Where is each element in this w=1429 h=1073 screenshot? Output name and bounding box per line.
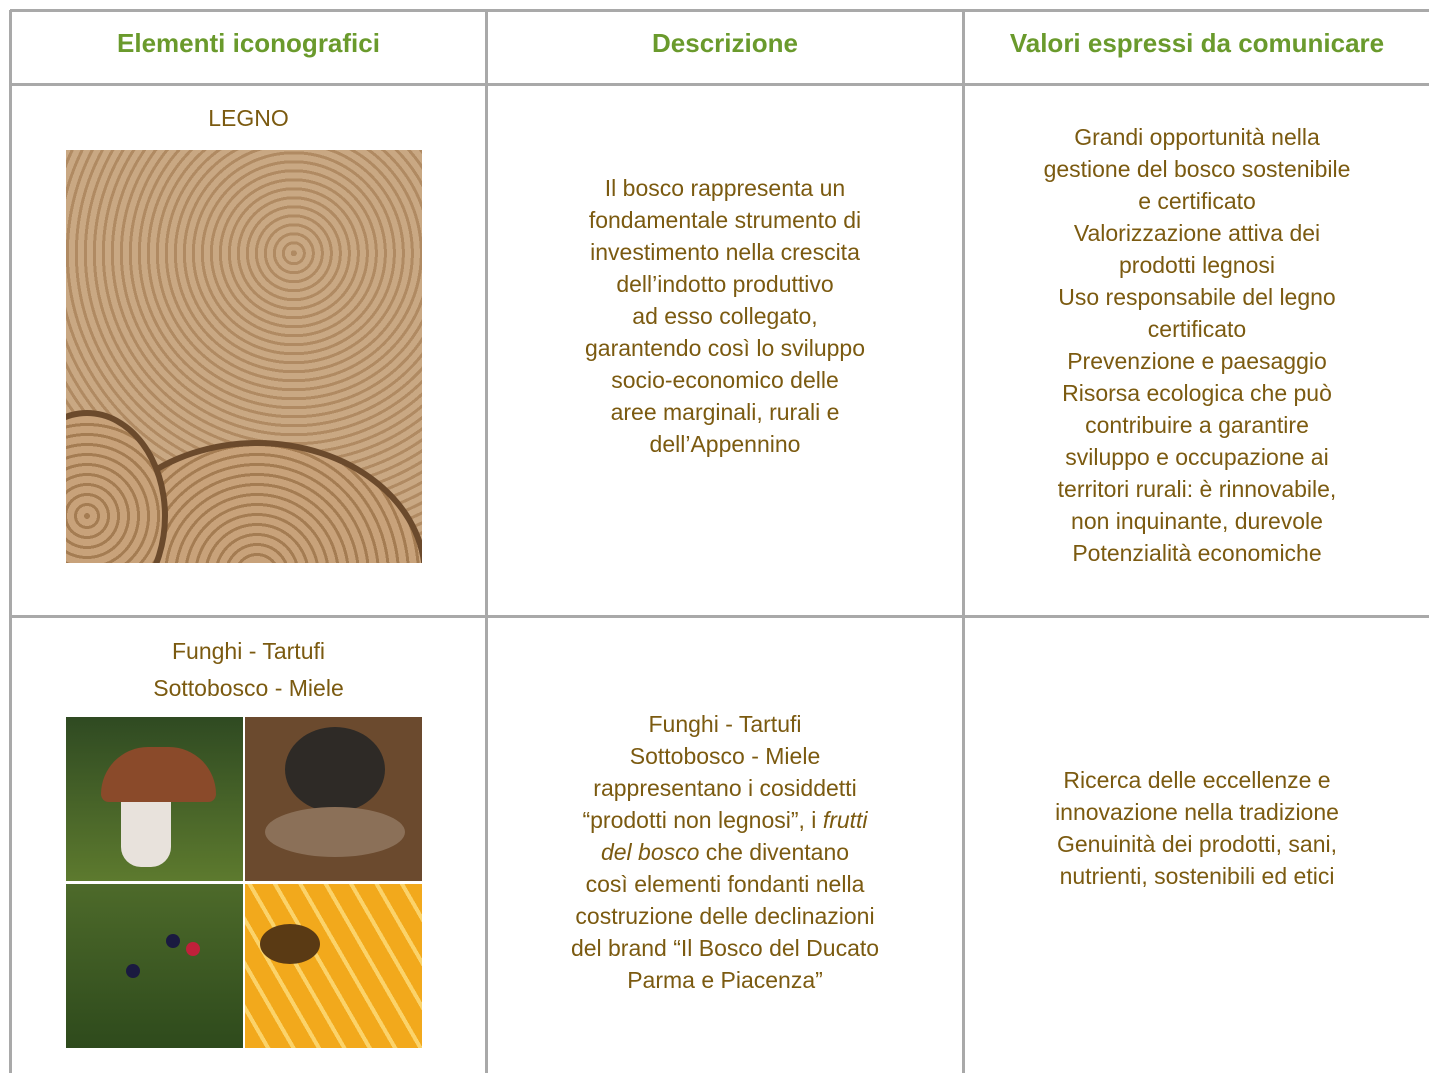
description-line: dell’Appennino	[488, 428, 962, 460]
truffle	[285, 727, 385, 812]
description-line: Funghi - Tartufi	[488, 708, 962, 740]
description-text: garantendo così lo sviluppo	[584, 335, 866, 361]
description-line: investimento nella crescita	[488, 236, 962, 268]
cell-title: LEGNO	[208, 105, 289, 131]
value-line: non inquinante, durevole	[1071, 508, 1323, 534]
description-line: del bosco che diventano	[488, 836, 962, 868]
berries-photo	[66, 884, 243, 1048]
description-text: aree marginali, rurali e	[610, 399, 840, 425]
description-text: del bosco	[600, 839, 700, 865]
truffle-photo	[245, 717, 422, 881]
column-header: Elementi iconografici	[117, 28, 380, 58]
description-text: così elementi fondanti nella	[585, 871, 865, 897]
description-line: Sottobosco - Miele	[488, 740, 962, 772]
description-text: Parma e Piacenza”	[627, 967, 823, 993]
column-header: Descrizione	[652, 28, 798, 58]
description-line: socio-economico delle	[488, 364, 962, 396]
value-line: territori rurali: è rinnovabile,	[1057, 476, 1337, 502]
table-border	[485, 10, 488, 1073]
table-border	[10, 9, 1429, 12]
description-line: del brand “Il Bosco del Ducato	[488, 932, 962, 964]
value-line: certificato	[1147, 316, 1247, 342]
description-text: rappresentano i cosiddetti	[593, 775, 857, 801]
description-line: dell’indotto produttivo	[488, 268, 962, 300]
description-line: costruzione delle declinazioni	[488, 900, 962, 932]
description-line: così elementi fondanti nella	[488, 868, 962, 900]
berry	[166, 934, 180, 948]
description-text: costruzione delle declinazioni	[575, 903, 875, 929]
description-text: socio-economico delle	[611, 367, 839, 393]
description-text: investimento nella crescita	[590, 239, 860, 265]
description-text: dell’Appennino	[649, 431, 801, 457]
value-line: e certificato	[1138, 188, 1256, 214]
value-line: Ricerca delle eccellenze e	[1063, 767, 1331, 793]
description-line: aree marginali, rurali e	[488, 396, 962, 428]
truffle-slice	[265, 807, 405, 857]
table-border	[9, 10, 12, 1073]
description-line: “prodotti non legnosi”, i frutti	[488, 804, 962, 836]
table-border	[10, 615, 1429, 618]
value-line: Prevenzione e paesaggio	[1067, 348, 1327, 374]
cell-title: Sottobosco - Miele	[153, 675, 344, 701]
description-text: Funghi - Tartufi	[648, 711, 802, 737]
description-line: rappresentano i cosiddetti	[488, 772, 962, 804]
value-line: Valorizzazione attiva dei	[1073, 220, 1321, 246]
honey-photo	[245, 884, 422, 1048]
table-border	[962, 10, 965, 1073]
bee	[260, 924, 320, 964]
value-line: sviluppo e occupazione ai	[1065, 444, 1329, 470]
berry	[186, 942, 200, 956]
column-header: Valori espressi da comunicare	[1009, 28, 1385, 58]
mushroom-cap	[101, 747, 216, 802]
description-line: fondamentale strumento di	[488, 204, 962, 236]
value-line: Potenzialità economiche	[1072, 540, 1322, 566]
wood-image	[66, 150, 422, 563]
value-line: nutrienti, sostenibili ed etici	[1059, 863, 1335, 889]
mushroom-photo	[66, 717, 243, 881]
description-text: Sottobosco - Miele	[629, 743, 821, 769]
description-text: del brand “Il Bosco del Ducato	[570, 935, 880, 961]
description-line: Parma e Piacenza”	[488, 964, 962, 996]
description-line: ad esso collegato,	[488, 300, 962, 332]
wood-log	[66, 410, 168, 563]
description-text: fondamentale strumento di	[588, 207, 862, 233]
description-text: che diventano	[699, 839, 850, 865]
value-line: Uso responsabile del legno	[1058, 284, 1336, 310]
description-text: dell’indotto produttivo	[616, 271, 834, 297]
berry	[126, 964, 140, 978]
description-text: frutti	[822, 807, 868, 833]
value-line: innovazione nella tradizione	[1055, 799, 1339, 825]
value-line: prodotti legnosi	[1119, 252, 1275, 278]
description-text: “prodotti non legnosi”, i	[582, 807, 823, 833]
products-image	[66, 717, 422, 1048]
value-line: Risorsa ecologica che può	[1062, 380, 1332, 406]
value-line: contribuire a garantire	[1085, 412, 1309, 438]
table-border	[10, 83, 1429, 86]
value-line: Genuinità dei prodotti, sani,	[1056, 831, 1337, 857]
description-line: Il bosco rappresenta un	[488, 172, 962, 204]
description-text: ad esso collegato,	[632, 303, 818, 329]
description-line: garantendo così lo sviluppo	[488, 332, 962, 364]
cell-title: Funghi - Tartufi	[172, 638, 325, 664]
description-text: Il bosco rappresenta un	[604, 175, 846, 201]
value-line: gestione del bosco sostenibile	[1043, 156, 1351, 182]
value-line: Grandi opportunità nella	[1074, 124, 1320, 150]
